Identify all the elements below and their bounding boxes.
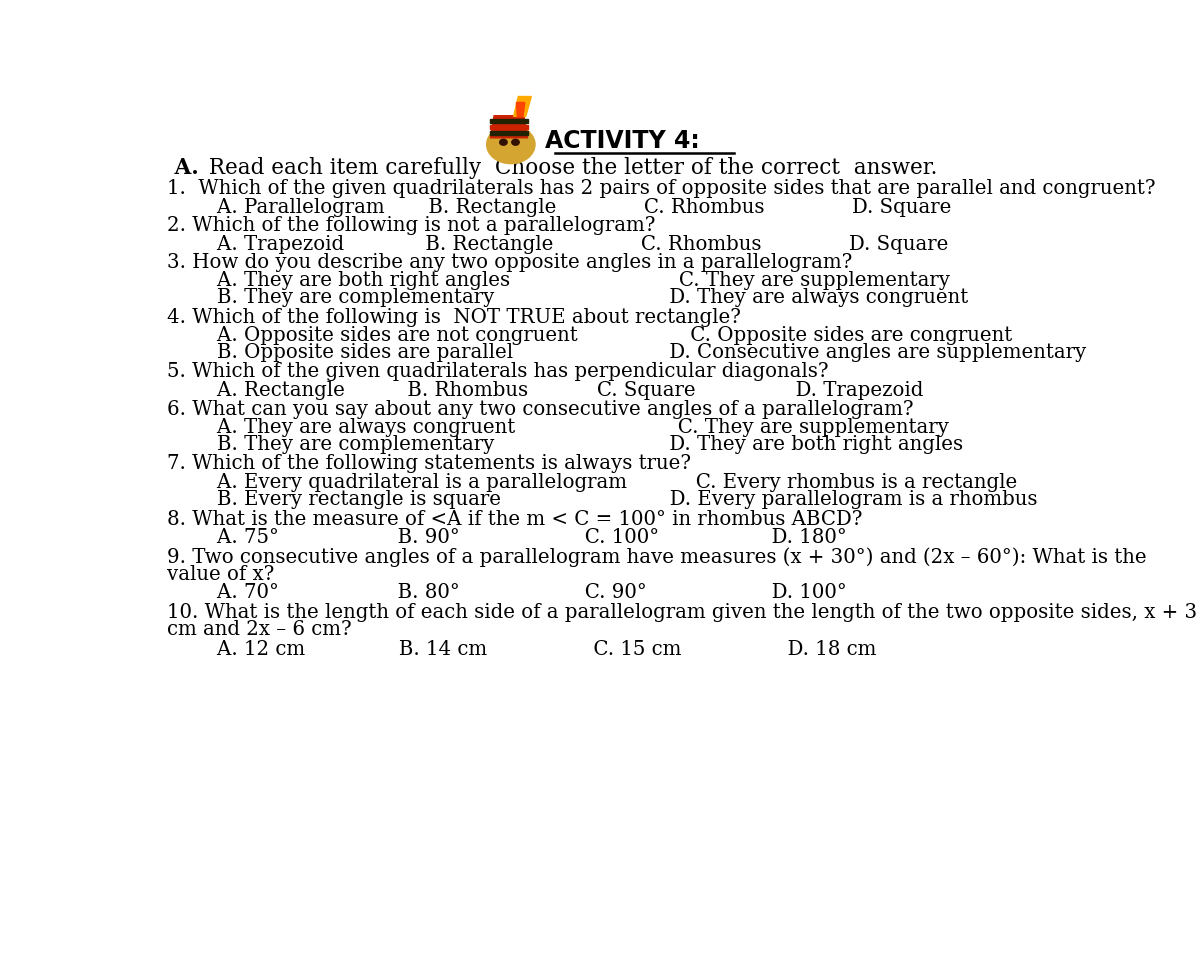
Text: A. Parallelogram       B. Rectangle              C. Rhombus              D. Squa: A. Parallelogram B. Rectangle C. Rhombus… <box>167 197 952 217</box>
Bar <box>491 120 528 123</box>
Text: A.: A. <box>167 157 198 179</box>
Circle shape <box>487 125 535 164</box>
Text: 3. How do you describe any two opposite angles in a parallelogram?: 3. How do you describe any two opposite … <box>167 253 852 272</box>
Text: A. Opposite sides are not congruent                  C. Opposite sides are congr: A. Opposite sides are not congruent C. O… <box>167 326 1012 345</box>
Text: 2. Which of the following is not a parallelogram?: 2. Which of the following is not a paral… <box>167 217 655 235</box>
Text: cm and 2x – 6 cm?: cm and 2x – 6 cm? <box>167 621 352 639</box>
Circle shape <box>511 139 520 146</box>
Polygon shape <box>491 116 528 138</box>
Bar <box>491 125 528 129</box>
Text: 7. Which of the following statements is always true?: 7. Which of the following statements is … <box>167 454 691 473</box>
Text: A. 12 cm               B. 14 cm                 C. 15 cm                 D. 18 c: A. 12 cm B. 14 cm C. 15 cm D. 18 c <box>167 640 876 659</box>
Text: 1.  Which of the given quadrilaterals has 2 pairs of opposite sides that are par: 1. Which of the given quadrilaterals has… <box>167 179 1156 198</box>
Circle shape <box>499 139 508 146</box>
Text: 9. Two consecutive angles of a parallelogram have measures (x + 30°) and (2x – 6: 9. Two consecutive angles of a parallelo… <box>167 548 1146 567</box>
Text: value of x?: value of x? <box>167 565 274 584</box>
Text: 5. Which of the given quadrilaterals has perpendicular diagonals?: 5. Which of the given quadrilaterals has… <box>167 362 828 381</box>
Text: B. They are complementary                            D. They are both right angl: B. They are complementary D. They are bo… <box>167 435 962 454</box>
Polygon shape <box>516 103 524 117</box>
Text: A. 75°                   B. 90°                    C. 100°                  D. 1: A. 75° B. 90° C. 100° D. 1 <box>167 528 846 547</box>
Text: ACTIVITY 4:: ACTIVITY 4: <box>545 128 700 152</box>
Text: A. They are always congruent                          C. They are supplementary: A. They are always congruent C. They are… <box>167 419 949 437</box>
Text: A. Every quadrilateral is a parallelogram           C. Every rhombus is a rectan: A. Every quadrilateral is a parallelogra… <box>167 473 1016 491</box>
Text: 4. Which of the following is  NOT TRUE about rectangle?: 4. Which of the following is NOT TRUE ab… <box>167 308 740 327</box>
Text: B. Every rectangle is square                           D. Every parallelogram is: B. Every rectangle is square D. Every pa… <box>167 490 1037 509</box>
Text: A. They are both right angles                           C. They are supplementar: A. They are both right angles C. They ar… <box>167 271 949 290</box>
Text: 6. What can you say about any two consecutive angles of a parallelogram?: 6. What can you say about any two consec… <box>167 399 913 419</box>
Text: A. Trapezoid             B. Rectangle              C. Rhombus              D. Sq: A. Trapezoid B. Rectangle C. Rhombus D. … <box>167 235 948 254</box>
Text: A. 70°                   B. 80°                    C. 90°                    D. : A. 70° B. 80° C. 90° D. <box>167 583 846 603</box>
Polygon shape <box>514 97 532 117</box>
Text: Read each item carefully  Choose the letter of the correct  answer.: Read each item carefully Choose the lett… <box>202 157 937 179</box>
Text: 8. What is the measure of <A if the m < C = 100° in rhombus ABCD?: 8. What is the measure of <A if the m < … <box>167 510 862 529</box>
Text: A. Rectangle          B. Rhombus           C. Square                D. Trapezoid: A. Rectangle B. Rhombus C. Square D. Tra… <box>167 380 923 399</box>
Text: 10. What is the length of each side of a parallelogram given the length of the t: 10. What is the length of each side of a… <box>167 604 1196 623</box>
Text: B. Opposite sides are parallel                         D. Consecutive angles are: B. Opposite sides are parallel D. Consec… <box>167 343 1086 362</box>
Bar <box>491 131 528 135</box>
Text: B. They are complementary                            D. They are always congruen: B. They are complementary D. They are al… <box>167 288 968 308</box>
